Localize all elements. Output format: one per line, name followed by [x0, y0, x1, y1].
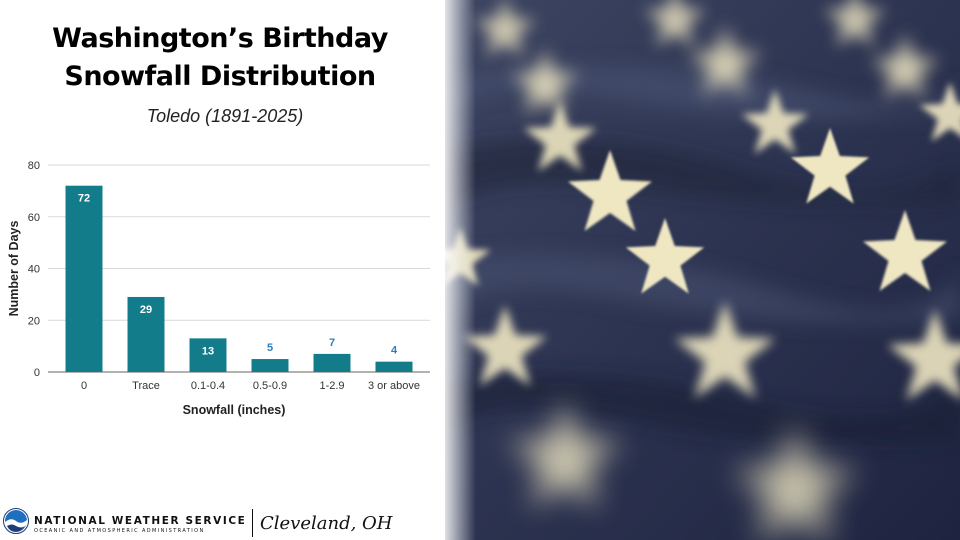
agency-name: NATIONAL WEATHER SERVICE — [34, 515, 247, 527]
y-tick-label: 0 — [34, 367, 40, 379]
data-label: 29 — [140, 304, 152, 316]
x-tick-label: 1-2.9 — [319, 380, 344, 392]
office-name: Cleveland, OH — [260, 513, 393, 534]
flag-stars-photo — [445, 0, 960, 540]
y-tick-label: 40 — [28, 264, 40, 276]
bar — [313, 353, 351, 372]
y-axis-title: Number of Days — [7, 221, 21, 317]
bar — [189, 338, 227, 372]
page-title: Washington’s Birthday Snowfall Distribut… — [0, 20, 440, 96]
data-label: 4 — [391, 345, 398, 357]
y-tick-label: 80 — [28, 160, 40, 172]
bar — [251, 359, 289, 372]
us-flag-stars-icon — [445, 0, 960, 540]
y-tick-label: 20 — [28, 315, 40, 327]
data-label: 5 — [267, 342, 273, 354]
data-label: 13 — [202, 345, 214, 357]
bar — [65, 185, 103, 372]
data-label: 7 — [329, 337, 335, 349]
x-tick-label: 3 or above — [368, 380, 420, 392]
bar — [127, 296, 165, 372]
chart-subtitle: Toledo (1891-2025) — [146, 106, 304, 126]
y-tick-label: 60 — [28, 212, 40, 224]
x-tick-label: 0.1-0.4 — [191, 380, 225, 392]
footer-divider — [252, 509, 253, 537]
data-label: 72 — [78, 193, 90, 205]
title-line-2: Snowfall Distribution — [64, 61, 376, 92]
x-axis-title: Snowfall (inches) — [183, 403, 286, 417]
chart-panel: Washington’s Birthday Snowfall Distribut… — [0, 0, 445, 540]
agency-subtitle: OCEANIC AND ATMOSPHERIC ADMINISTRATION — [34, 528, 205, 534]
bar — [375, 361, 413, 372]
x-tick-label: 0 — [81, 380, 87, 392]
title-line-1: Washington’s Birthday — [52, 23, 388, 54]
footer: NATIONAL WEATHER SERVICE OCEANIC AND ATM… — [0, 500, 440, 540]
bar-chart: 0 20 40 60 80 72 0 29 Trace 13 0.1-0.4 5 0.5-0.9 7 1-2… — [7, 160, 430, 417]
x-tick-label: 0.5-0.9 — [253, 380, 287, 392]
noaa-logo-icon — [3, 508, 29, 534]
x-tick-label: Trace — [132, 380, 160, 392]
